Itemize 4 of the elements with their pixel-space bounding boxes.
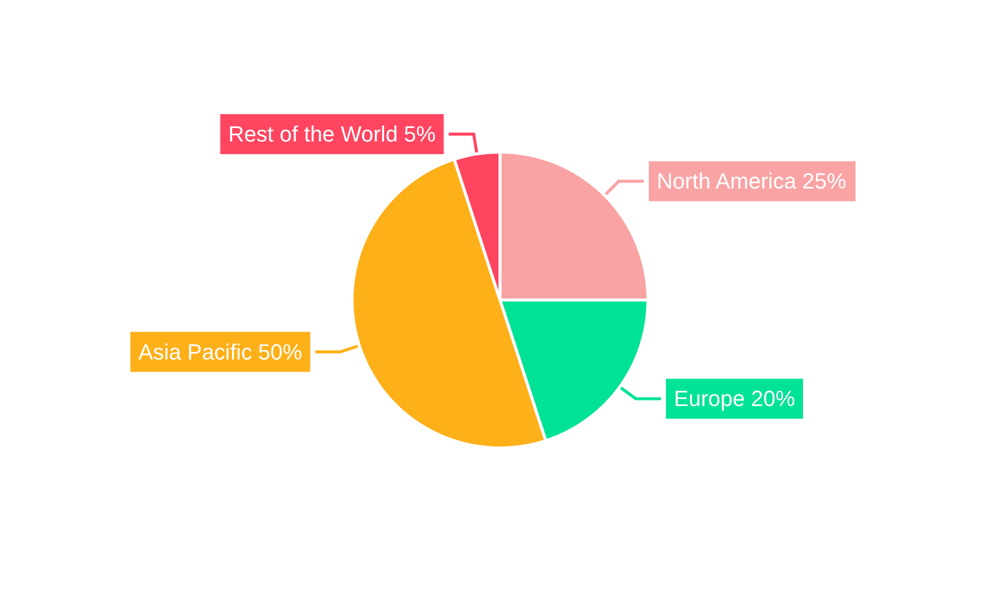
slice-label: Rest of the World 5%: [228, 122, 436, 147]
slice-label: Asia Pacific 50%: [138, 339, 302, 364]
slice-label: Europe 20%: [674, 386, 796, 412]
slice-label: North America 25%: [656, 168, 846, 194]
